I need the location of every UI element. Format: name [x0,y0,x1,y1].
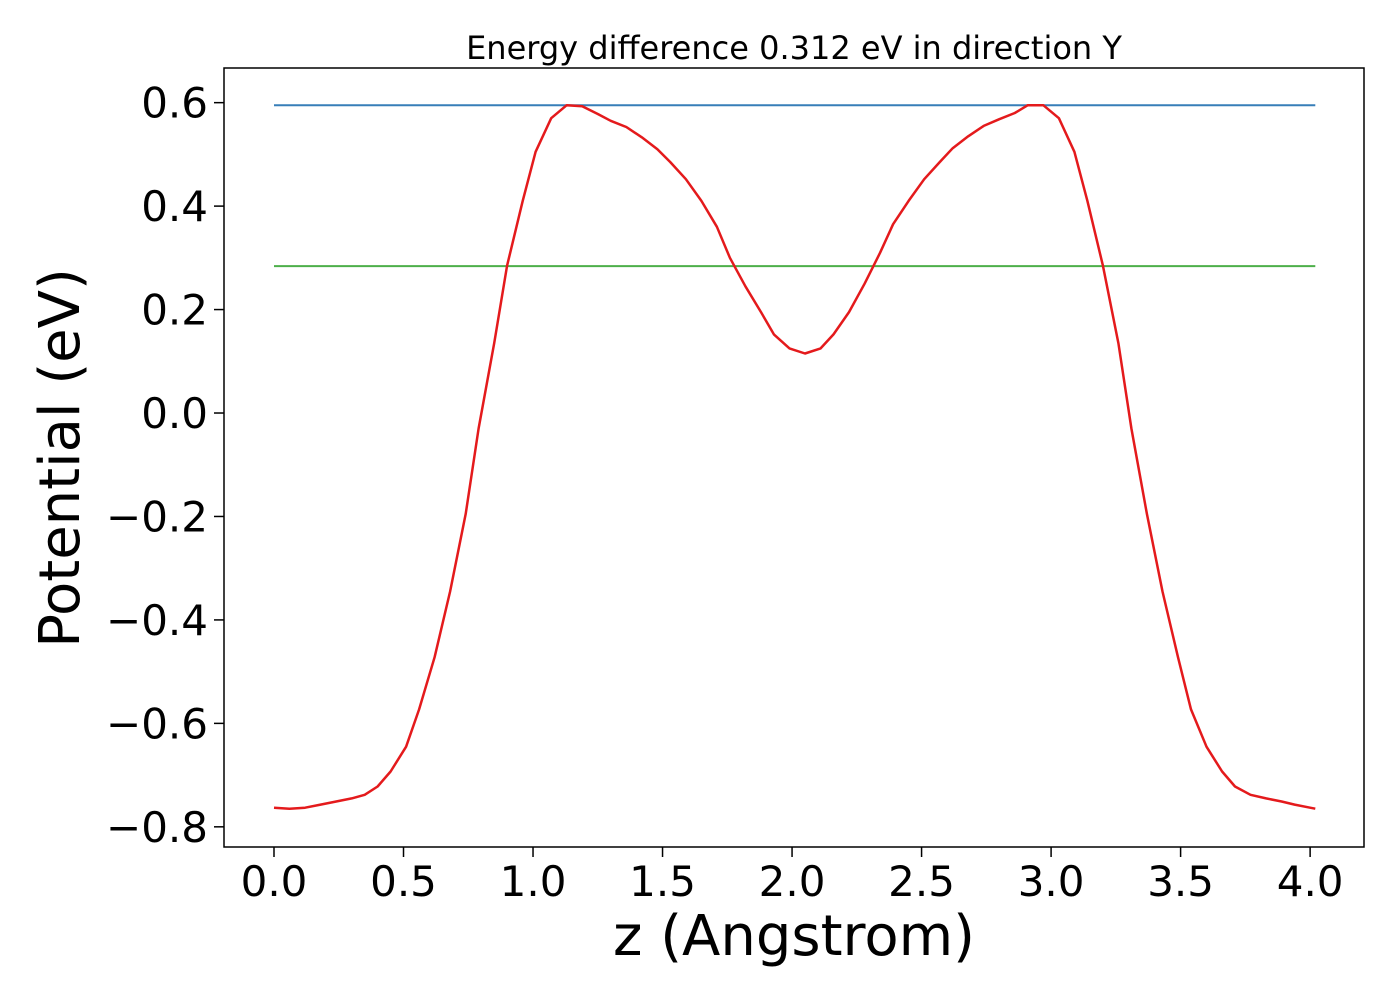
y-tick-label: −0.8 [106,803,208,852]
x-tick-label: 0.5 [370,857,437,906]
chart-title: Energy difference 0.312 eV in direction … [466,29,1122,67]
x-axis-label: z (Angstrom) [613,904,975,969]
plot-area [273,103,1316,810]
y-tick-label: 0.4 [141,182,208,231]
y-axis: 0.6 0.4 0.2 0.0 −0.2 −0.4 −0.6 −0.8 [106,79,224,852]
y-axis-label: Potential (eV) [28,268,93,648]
x-tick-label: 2.0 [759,857,826,906]
y-tick-label: −0.2 [106,492,208,541]
x-tick-label: 1.0 [500,857,567,906]
y-tick-label: 0.6 [141,79,208,128]
x-tick-label: 2.5 [888,857,955,906]
y-tick-label: 0.2 [141,286,208,335]
x-axis: 0.0 0.5 1.0 1.5 2.0 2.5 3.0 3.5 4.0 [241,847,1344,906]
axes-frame [223,67,1365,848]
y-tick-label: −0.6 [106,699,208,748]
x-tick-label: 0.0 [241,857,308,906]
series-line-0 [273,103,1316,810]
x-tick-label: 3.5 [1147,857,1214,906]
y-tick-label: −0.4 [106,596,208,645]
y-tick-label: 0.0 [141,389,208,438]
x-tick-label: 4.0 [1277,857,1344,906]
x-tick-label: 1.5 [629,857,696,906]
x-tick-label: 3.0 [1018,857,1085,906]
